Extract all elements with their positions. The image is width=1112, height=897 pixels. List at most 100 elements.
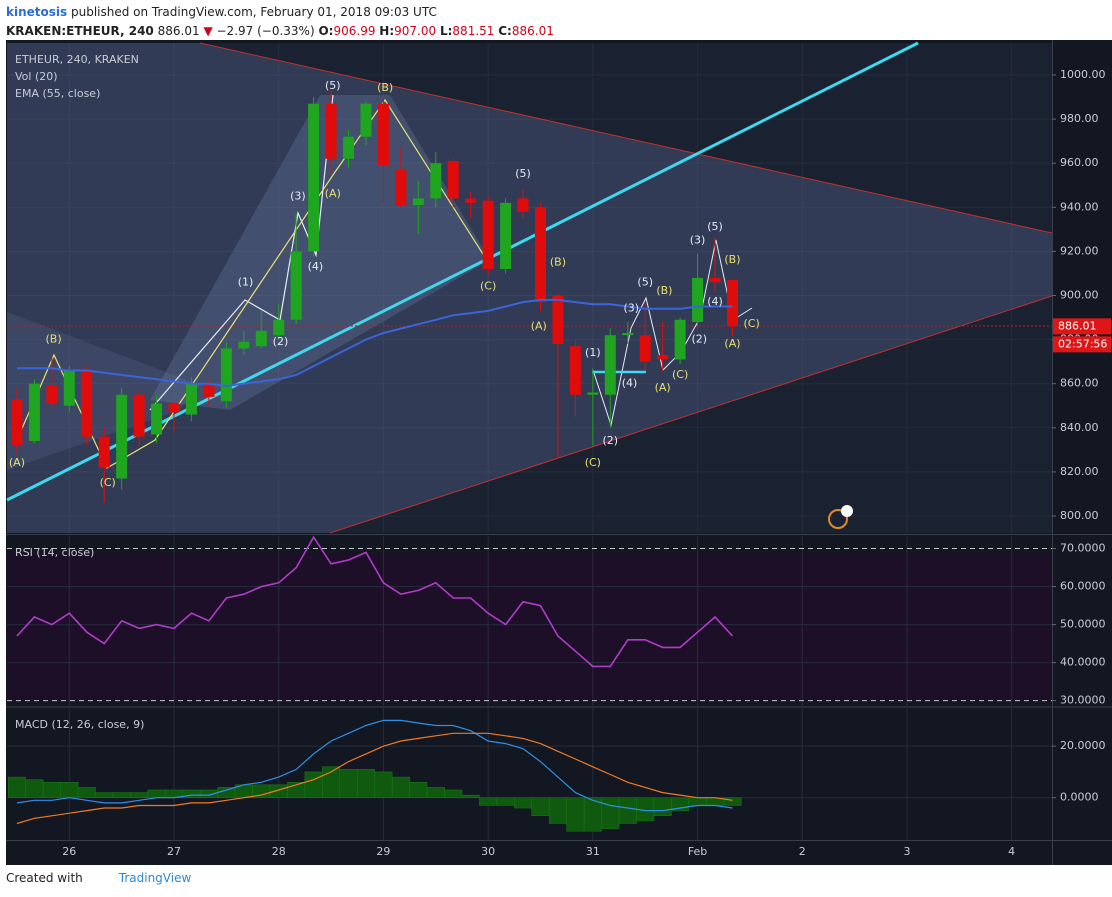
histogram-bar (95, 792, 114, 798)
candle-body (587, 392, 599, 395)
wave-label: (B) (724, 253, 740, 266)
candle-body (726, 280, 738, 327)
y-tick-label: 920.00 (1060, 244, 1099, 257)
wedge-zone (7, 312, 200, 470)
macd-line (16, 732, 733, 825)
price-pane (7, 43, 1052, 533)
rsi-band (7, 553, 1052, 701)
h: 907.00 (394, 24, 437, 38)
candle-body (709, 277, 721, 283)
candle-body (325, 103, 337, 159)
histogram-bar (374, 771, 393, 798)
y-tick-label: 1000.00 (1060, 68, 1106, 81)
brand[interactable]: TradingView (118, 871, 192, 885)
candle-body (377, 103, 389, 166)
candle-body (360, 103, 372, 137)
candle-body (238, 341, 250, 349)
candle-body (465, 198, 477, 203)
wave-label: (C) (585, 456, 601, 469)
candle-body (28, 383, 40, 442)
x-tick-label: 26 (62, 845, 76, 858)
candle-body (534, 207, 546, 303)
wave-label: (1) (238, 275, 254, 288)
candle-body (639, 335, 651, 362)
rsi-line (16, 535, 734, 668)
candle-body (604, 335, 616, 395)
candle-body (273, 319, 285, 336)
x-tick-label: Feb (688, 845, 707, 858)
wave-label: (A) (724, 337, 740, 350)
legend-entry: RSI (14, close) (15, 546, 94, 559)
arrow: ▼ (203, 24, 213, 38)
candle-body (674, 319, 686, 360)
histogram-bar (147, 789, 166, 798)
histogram-bar (112, 792, 131, 798)
footer: Created with TradingView (6, 871, 191, 885)
symbol: KRAKEN:ETHEUR, 240 (6, 24, 154, 38)
legend-entry: MACD (12, 26, close, 9) (15, 718, 144, 731)
histogram-bar (514, 797, 533, 809)
x-tick-label: 27 (167, 845, 181, 858)
histogram-bar (688, 797, 707, 806)
last-price-box (1053, 318, 1111, 335)
wave-label: (B) (377, 81, 393, 94)
wave-label: (2) (692, 333, 708, 346)
wave-label: (C) (744, 317, 760, 330)
y-tick-label: 980.00 (1060, 112, 1099, 125)
y-tick-label: 820.00 (1060, 465, 1099, 478)
chart: 26 27 28 29 30 31 Feb 2 3 4 800.00 820.00 840.00 860.… (6, 40, 1112, 865)
histogram-bar (548, 797, 567, 824)
x-tick-label: 4 (1008, 845, 1015, 858)
candle-body (81, 370, 93, 437)
y-tick-label: 960.00 (1060, 156, 1099, 169)
wave-label: (3) (623, 302, 639, 315)
wave-label: (2) (603, 434, 619, 447)
last: 886.01 (157, 24, 200, 38)
candle-body (447, 160, 459, 199)
l-label: L: (439, 24, 453, 38)
legend-entry: ETHEUR, 240, KRAKEN (15, 53, 139, 66)
l: 881.51 (452, 24, 495, 38)
histogram-bar (531, 797, 550, 817)
histogram-bar (60, 782, 79, 798)
histogram-bar (130, 792, 149, 798)
wave-label: (C) (100, 476, 116, 489)
y-tick-label: 30.0000 (1060, 694, 1106, 707)
histogram-bar (217, 787, 236, 798)
wave-label: (A) (531, 319, 547, 332)
c: 886.01 (511, 24, 554, 38)
histogram-bar (461, 794, 480, 798)
candle-body (133, 394, 145, 437)
ema-line (16, 298, 733, 387)
wave-label: (4) (308, 260, 324, 273)
y-tick-label: 40.0000 (1060, 656, 1106, 669)
histogram-bar (566, 797, 585, 832)
histogram-bar (304, 771, 323, 798)
author[interactable]: kinetosis (6, 5, 68, 19)
histogram-bar (426, 787, 445, 798)
wave-label: (2) (273, 335, 289, 348)
legend-entry: Vol (20) (15, 70, 58, 83)
x-tick-label: 3 (903, 845, 910, 858)
published: published on TradingView.com, February 0… (70, 5, 437, 19)
wave-label: (4) (707, 295, 723, 308)
y-tick-label: 940.00 (1060, 200, 1099, 213)
x-tick-label: 28 (272, 845, 286, 858)
x-tick-label: 30 (481, 845, 495, 858)
macd-line (16, 719, 733, 812)
legend-entry: EMA (55, close) (15, 87, 100, 100)
recent-wave (592, 239, 753, 427)
h-label: H: (379, 24, 395, 38)
histogram-bar (601, 797, 620, 829)
candle-body (622, 332, 634, 336)
upper-trendline (199, 42, 1053, 234)
y-tick-label: 900.00 (1060, 288, 1099, 301)
candle-body (395, 169, 407, 206)
change: −2.97 (−0.33%) (216, 24, 315, 38)
header: kinetosis published on TradingView.com, … (6, 3, 554, 41)
wave-label: (A) (655, 381, 671, 394)
histogram-bar (496, 797, 515, 806)
y-tick-label: 0.0000 (1060, 791, 1099, 804)
candle-body (692, 277, 704, 322)
wave-label: (5) (515, 167, 531, 180)
